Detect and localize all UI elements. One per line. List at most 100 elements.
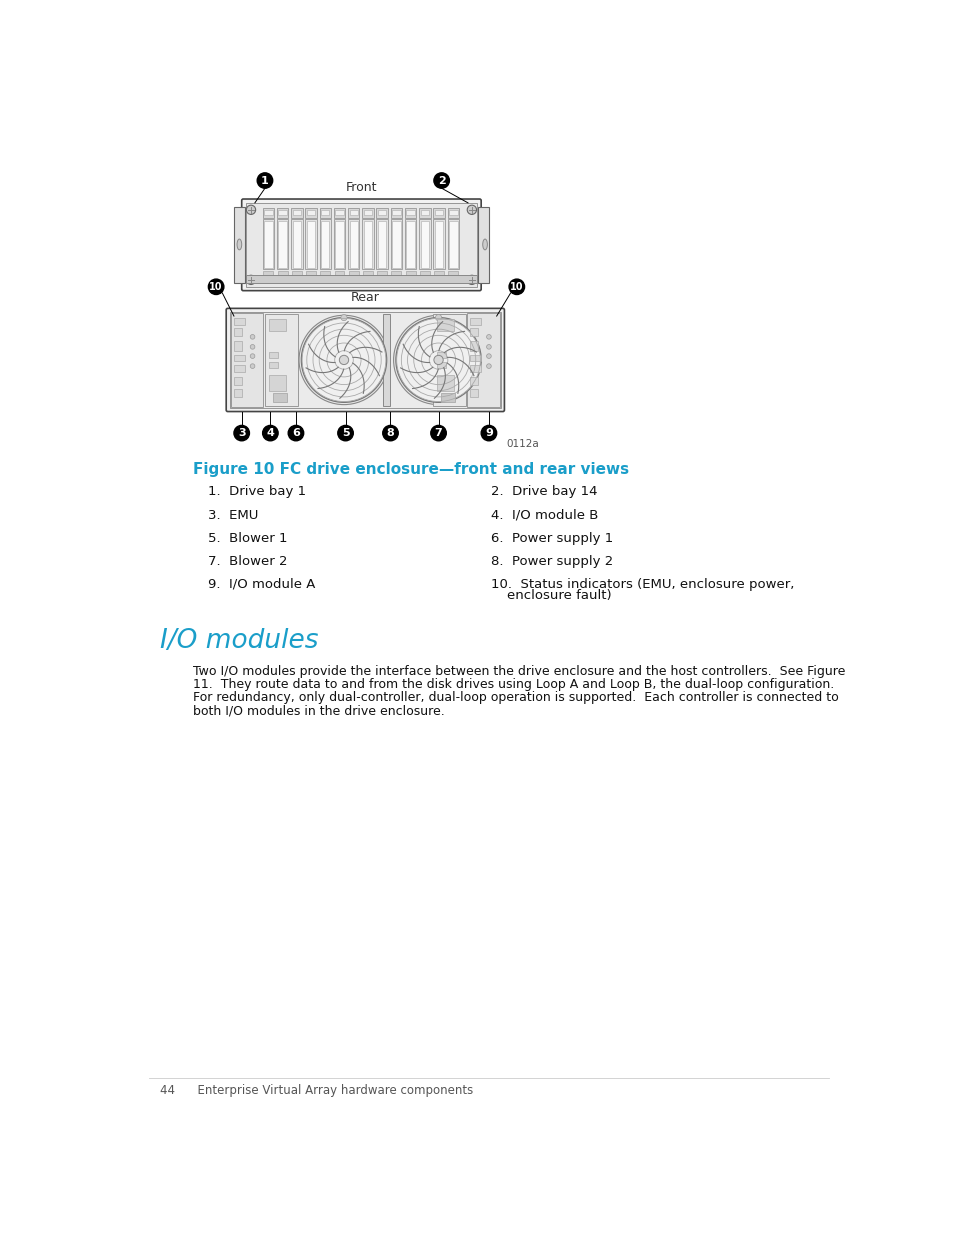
- Bar: [276, 209, 288, 217]
- Bar: [470, 317, 480, 325]
- Text: 6.  Power supply 1: 6. Power supply 1: [491, 531, 613, 545]
- Bar: [305, 209, 316, 217]
- Bar: [405, 270, 416, 277]
- Circle shape: [257, 173, 273, 188]
- Bar: [404, 219, 416, 269]
- Circle shape: [467, 205, 476, 215]
- Bar: [363, 221, 372, 268]
- Circle shape: [208, 279, 224, 294]
- Text: 10.  Status indicators (EMU, enclosure power,: 10. Status indicators (EMU, enclosure po…: [491, 578, 794, 590]
- Text: 7.  Blower 2: 7. Blower 2: [208, 555, 288, 568]
- Bar: [348, 219, 359, 269]
- Bar: [433, 209, 444, 217]
- Bar: [233, 329, 241, 336]
- Bar: [377, 210, 386, 215]
- Bar: [449, 221, 457, 268]
- Circle shape: [394, 315, 483, 405]
- Text: 2: 2: [437, 175, 445, 185]
- Bar: [418, 209, 430, 217]
- Text: Two I/O modules provide the interface between the drive enclosure and the host c: Two I/O modules provide the interface be…: [193, 664, 844, 678]
- Bar: [447, 219, 458, 269]
- Text: 6: 6: [292, 429, 299, 438]
- Text: 1.  Drive bay 1: 1. Drive bay 1: [208, 485, 306, 499]
- Circle shape: [382, 425, 397, 441]
- Bar: [233, 354, 245, 362]
- Text: 9: 9: [484, 429, 493, 438]
- Bar: [335, 210, 343, 215]
- Bar: [263, 270, 274, 277]
- Text: 10: 10: [510, 282, 523, 291]
- Bar: [262, 209, 274, 217]
- Bar: [363, 210, 372, 215]
- Circle shape: [467, 275, 476, 284]
- Circle shape: [337, 425, 353, 441]
- Bar: [293, 221, 301, 268]
- Text: 44      Enterprise Virtual Array hardware components: 44 Enterprise Virtual Array hardware com…: [159, 1084, 473, 1097]
- Bar: [264, 221, 273, 268]
- Text: 3: 3: [237, 429, 245, 438]
- Bar: [269, 362, 278, 368]
- Circle shape: [246, 275, 255, 284]
- Circle shape: [339, 356, 348, 364]
- Bar: [406, 210, 415, 215]
- Circle shape: [298, 315, 389, 405]
- Bar: [349, 221, 357, 268]
- Text: Figure 10 FC drive enclosure—front and rear views: Figure 10 FC drive enclosure—front and r…: [193, 462, 628, 478]
- Bar: [447, 209, 458, 217]
- Bar: [321, 210, 329, 215]
- Circle shape: [486, 364, 491, 368]
- Bar: [291, 219, 302, 269]
- Bar: [435, 210, 443, 215]
- Text: 9.  I/O module A: 9. I/O module A: [208, 578, 315, 590]
- Bar: [292, 270, 301, 277]
- Bar: [376, 209, 388, 217]
- Circle shape: [431, 425, 446, 441]
- Bar: [321, 221, 329, 268]
- Ellipse shape: [482, 240, 487, 249]
- Text: 4: 4: [266, 429, 274, 438]
- Circle shape: [246, 205, 255, 215]
- Bar: [277, 270, 287, 277]
- Bar: [467, 312, 499, 406]
- Bar: [319, 219, 331, 269]
- Bar: [470, 341, 477, 352]
- Bar: [233, 341, 241, 352]
- Bar: [269, 352, 278, 358]
- Bar: [418, 219, 430, 269]
- Bar: [449, 210, 457, 215]
- Text: 8.  Power supply 2: 8. Power supply 2: [491, 555, 613, 568]
- Circle shape: [486, 353, 491, 358]
- Bar: [382, 314, 390, 406]
- Bar: [265, 314, 297, 406]
- Text: Rear: Rear: [351, 290, 379, 304]
- Bar: [319, 209, 331, 217]
- Bar: [420, 210, 429, 215]
- Bar: [433, 314, 465, 406]
- Circle shape: [435, 315, 441, 321]
- Bar: [391, 270, 401, 277]
- Bar: [278, 210, 287, 215]
- Bar: [433, 219, 444, 269]
- Bar: [391, 209, 402, 217]
- Bar: [392, 210, 400, 215]
- Bar: [470, 329, 477, 336]
- Text: 0112a: 0112a: [506, 440, 539, 450]
- Circle shape: [250, 345, 254, 350]
- Bar: [470, 377, 477, 384]
- Text: 7: 7: [435, 429, 442, 438]
- Bar: [305, 219, 316, 269]
- Circle shape: [250, 364, 254, 368]
- Bar: [470, 389, 477, 396]
- Bar: [233, 377, 241, 384]
- Bar: [307, 221, 314, 268]
- Bar: [419, 270, 430, 277]
- Bar: [278, 221, 287, 268]
- Bar: [269, 319, 286, 331]
- Circle shape: [250, 353, 254, 358]
- Bar: [245, 203, 476, 287]
- Bar: [448, 270, 457, 277]
- Bar: [269, 375, 286, 390]
- Bar: [307, 210, 314, 215]
- Bar: [470, 354, 480, 362]
- Text: For redundancy, only dual-controller, dual-loop operation is supported.  Each co: For redundancy, only dual-controller, du…: [193, 692, 838, 704]
